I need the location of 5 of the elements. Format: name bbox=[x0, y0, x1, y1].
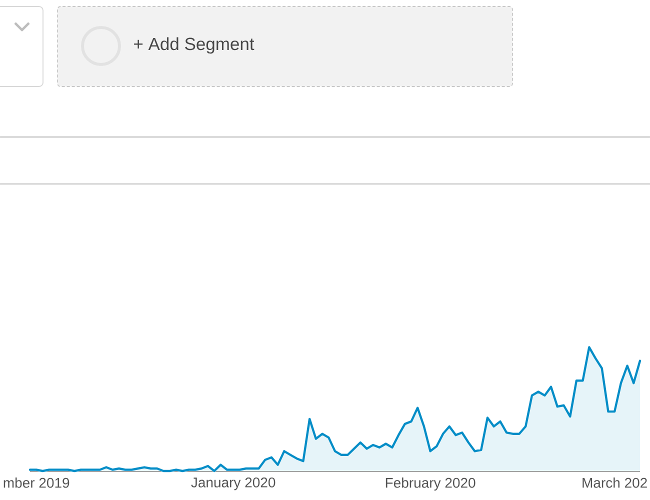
x-tick-label: March 202 bbox=[582, 478, 647, 488]
text: + Add Segment bbox=[134, 37, 254, 54]
x-tick-label: February 2020 bbox=[386, 478, 476, 491]
x-tick-label: January 2020 bbox=[191, 478, 276, 490]
x-tick-label: mber 2019 bbox=[4, 478, 70, 488]
